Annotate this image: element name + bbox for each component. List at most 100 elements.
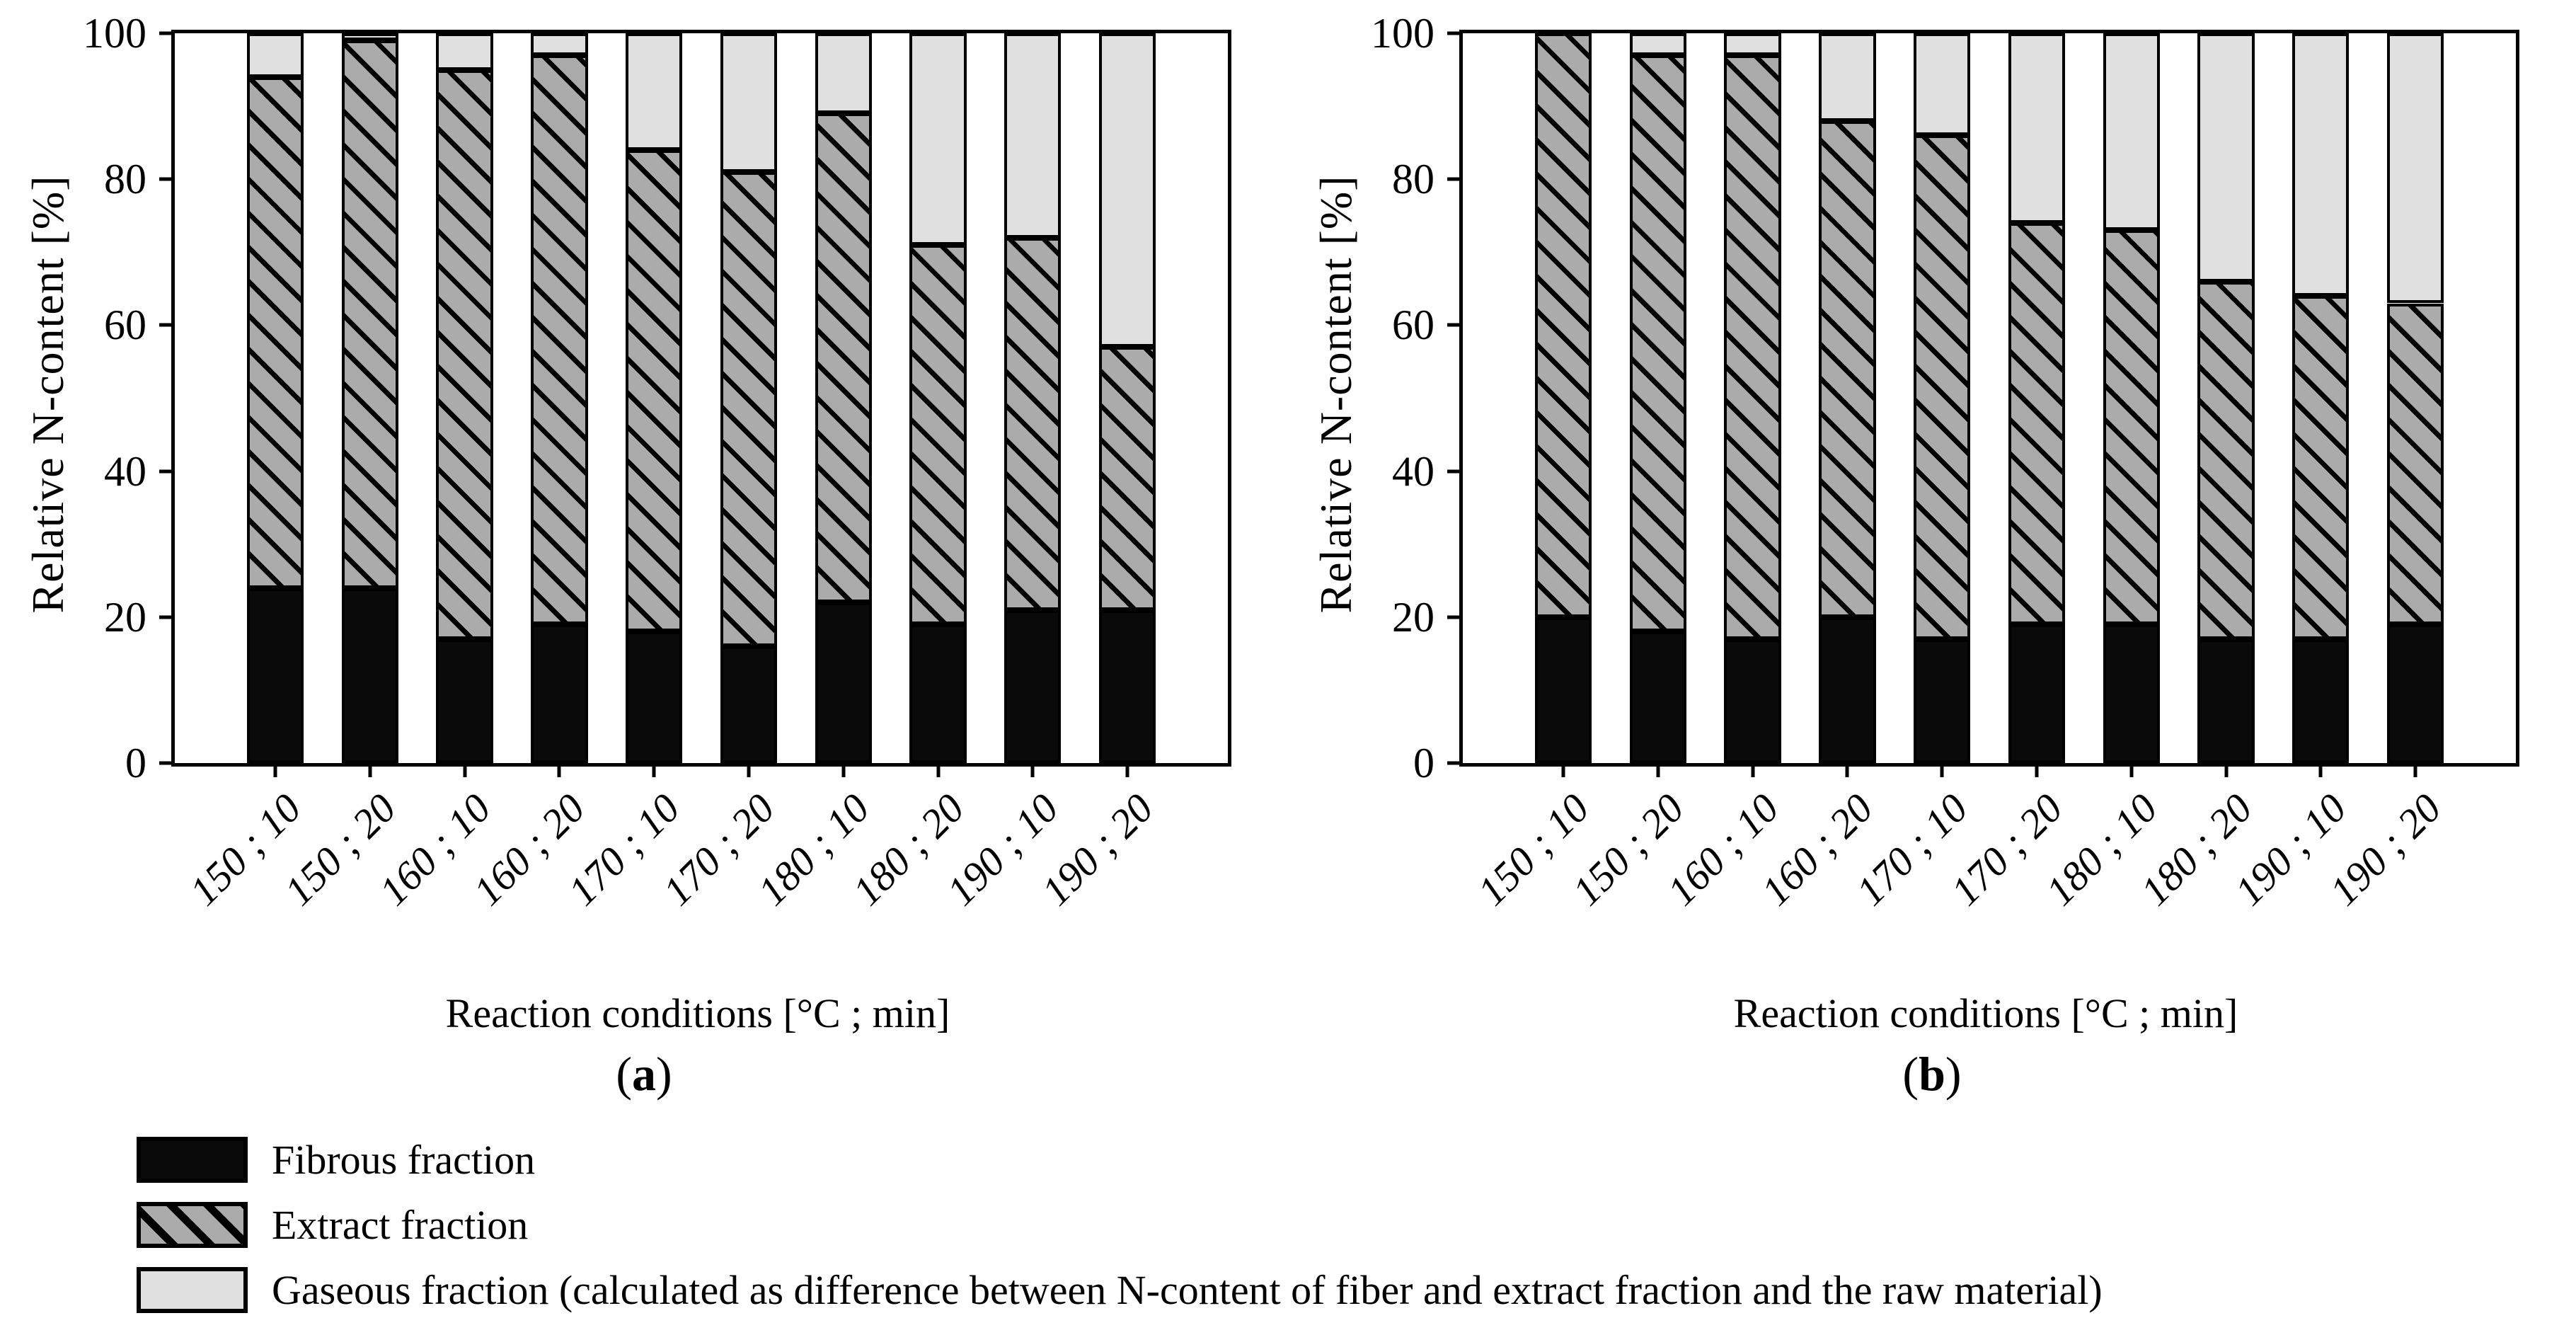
bar — [246, 33, 304, 763]
panel-caption: (b) — [1288, 1046, 2576, 1102]
y-tick-mark — [1447, 177, 1463, 181]
y-tick-mark — [159, 469, 175, 474]
bar-segment-extract — [626, 149, 683, 632]
legend-row: Gaseous fraction (calculated as differen… — [137, 1267, 2103, 1313]
bar-segment-fibrous — [1914, 638, 1971, 763]
bar-segment-gaseous — [246, 33, 304, 77]
y-tick-mark — [159, 761, 175, 765]
bar — [341, 33, 399, 763]
bar-segment-gaseous — [1819, 33, 1876, 121]
bar — [531, 33, 588, 763]
bar-segment-gaseous — [1098, 33, 1156, 348]
x-tick-mark — [368, 763, 372, 777]
y-tick-label: 80 — [1392, 156, 1434, 203]
y-tick-label: 100 — [1371, 10, 1434, 57]
bar-segment-fibrous — [1724, 638, 1781, 763]
bar-segment-extract — [909, 245, 967, 625]
y-tick-mark — [1447, 615, 1463, 619]
bar-segment-fibrous — [720, 646, 778, 763]
bar-segment-extract — [1724, 55, 1781, 639]
x-tick-mark — [2413, 763, 2417, 777]
caption-letter: b — [1919, 1047, 1945, 1101]
legend-row: Fibrous fraction — [137, 1137, 2103, 1183]
bar — [1098, 33, 1156, 763]
bar-segment-extract — [531, 55, 588, 625]
bar-segment-extract — [720, 171, 778, 647]
x-tick-mark — [1030, 763, 1035, 777]
y-tick-label: 20 — [104, 593, 146, 641]
bar-segment-fibrous — [1004, 609, 1062, 763]
bar — [1534, 33, 1592, 763]
bar — [436, 33, 493, 763]
x-axis-title: Reaction conditions [°C ; min] — [445, 990, 950, 1036]
bar-segment-extract — [341, 40, 399, 588]
bar-segment-fibrous — [1629, 631, 1687, 763]
bar-segment-extract — [1629, 55, 1687, 632]
plot-area: 0 20 40 60 80 100 — [1371, 12, 2519, 784]
y-tick-label: 60 — [1392, 302, 1434, 349]
bar-segment-gaseous — [720, 33, 778, 172]
bar-segment-gaseous — [1724, 33, 1781, 55]
legend: Fibrous fraction Extract fraction Gaseous … — [137, 1137, 2103, 1332]
bar — [2197, 33, 2255, 763]
panel-caption: (a) — [0, 1046, 1288, 1102]
bar-segment-gaseous — [815, 33, 872, 114]
x-tick-mark — [2035, 763, 2039, 777]
x-tick-mark — [1561, 763, 1565, 777]
bar-segment-gaseous — [341, 33, 399, 41]
bar-segment-extract — [246, 76, 304, 588]
caption-paren: ) — [1945, 1047, 1962, 1101]
x-tick-mark — [2129, 763, 2134, 777]
bar — [815, 33, 872, 763]
bar-segment-gaseous — [2008, 33, 2066, 224]
legend-swatch-fibrous — [137, 1137, 248, 1183]
y-tick-mark — [159, 31, 175, 35]
x-tick-mark — [1125, 763, 1129, 777]
legend-label: Gaseous fraction (calculated as differen… — [272, 1266, 2103, 1313]
bar — [2292, 33, 2350, 763]
chart-panel-a: Relative N-content [%] 0 20 40 60 80 100 150 … — [0, 0, 1288, 1133]
bar-segment-fibrous — [626, 631, 683, 763]
x-tick-mark — [2318, 763, 2323, 777]
x-tick-mark — [841, 763, 846, 777]
caption-letter: a — [632, 1047, 656, 1101]
x-tick-mark — [1940, 763, 1944, 777]
x-tick-mark — [652, 763, 656, 777]
bar-segment-gaseous — [2103, 33, 2160, 231]
bar-segment-fibrous — [2197, 638, 2255, 763]
legend-swatch-gaseous — [137, 1267, 248, 1313]
bar-segment-fibrous — [1819, 617, 1876, 763]
y-tick-mark — [1447, 323, 1463, 327]
bar-segment-fibrous — [2386, 624, 2444, 763]
bar-segment-extract — [1004, 237, 1062, 610]
y-tick-label: 80 — [104, 156, 146, 203]
bar-segment-extract — [1098, 347, 1156, 610]
bar-segment-gaseous — [909, 33, 967, 245]
y-axis-title: Relative N-content [%] — [1311, 175, 1361, 614]
bar — [2103, 33, 2160, 763]
x-tick-mark — [936, 763, 940, 777]
bar-segment-fibrous — [2103, 624, 2160, 763]
bar-segment-extract — [2008, 223, 2066, 625]
x-axis-title: Reaction conditions [°C ; min] — [1733, 990, 2238, 1036]
bar — [1629, 33, 1687, 763]
bar-segment-gaseous — [2386, 33, 2444, 304]
caption-paren: ( — [1902, 1047, 1919, 1101]
caption-paren: ) — [656, 1047, 672, 1101]
x-tick-mark — [557, 763, 561, 777]
bar-segment-extract — [1534, 33, 1592, 617]
caption-paren: ( — [616, 1047, 632, 1101]
bar-segment-fibrous — [1098, 609, 1156, 763]
bar — [1004, 33, 1062, 763]
y-tick-label: 40 — [104, 447, 146, 495]
bar-segment-gaseous — [436, 33, 493, 70]
bar-segment-gaseous — [2197, 33, 2255, 282]
bar-segment-extract — [815, 113, 872, 603]
plot-area: 0 20 40 60 80 100 — [83, 12, 1231, 784]
bar-segment-fibrous — [2292, 638, 2350, 763]
bar — [626, 33, 683, 763]
bar-segment-fibrous — [2008, 624, 2066, 763]
bar-segment-fibrous — [246, 588, 304, 763]
y-tick-mark — [159, 615, 175, 619]
bar-segment-extract — [2292, 296, 2350, 639]
